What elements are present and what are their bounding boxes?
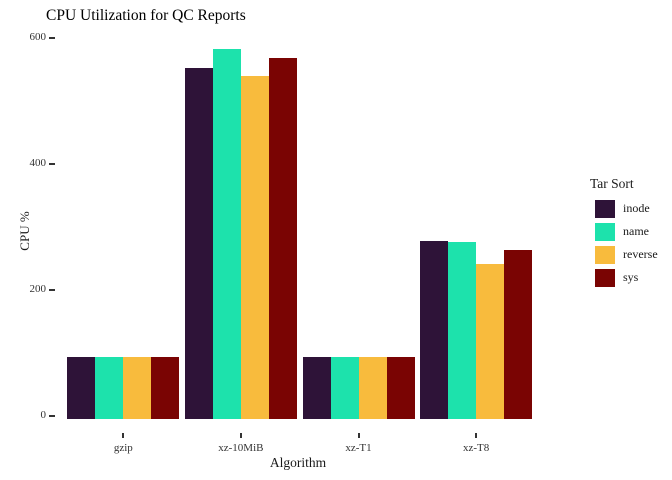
y-tick-label: 400 bbox=[29, 156, 47, 169]
y-tick-mark bbox=[49, 36, 55, 39]
y-tick-label: 200 bbox=[29, 282, 47, 295]
bar-xz-T8-sys bbox=[504, 250, 533, 419]
x-tick-mark bbox=[122, 433, 125, 438]
legend-label-inode: inode bbox=[623, 201, 650, 215]
bar-xz-T1-inode bbox=[302, 356, 331, 419]
legend-swatch-reverse bbox=[595, 246, 615, 264]
x-tick-mark bbox=[475, 433, 478, 438]
x-tick-label: xz-T1 bbox=[345, 442, 372, 454]
legend-title: Tar Sort bbox=[590, 176, 634, 191]
bar-xz-T1-name bbox=[330, 356, 359, 419]
bar-xz-T8-name bbox=[448, 241, 477, 419]
legend-label-reverse: reverse bbox=[623, 247, 658, 261]
bar-xz-T1-sys bbox=[386, 356, 415, 419]
bar-xz-T1-reverse bbox=[358, 356, 387, 419]
y-tick-mark bbox=[49, 288, 55, 291]
chart-title: CPU Utilization for QC Reports bbox=[46, 7, 246, 24]
y-tick-mark bbox=[49, 162, 55, 165]
x-tick-mark bbox=[357, 433, 360, 438]
bar-xz-T8-reverse bbox=[476, 264, 505, 419]
y-tick-mark bbox=[49, 414, 55, 417]
legend-swatch-inode bbox=[595, 200, 615, 218]
legend-label-sys: sys bbox=[623, 270, 639, 284]
bar-xz-10MiB-name bbox=[212, 48, 241, 419]
bar-xz-10MiB-sys bbox=[268, 58, 297, 419]
x-axis-title: Algorithm bbox=[269, 455, 327, 470]
y-tick-label: 600 bbox=[29, 30, 47, 43]
bar-gzip-reverse bbox=[123, 356, 152, 419]
bar-xz-10MiB-inode bbox=[184, 68, 213, 419]
bar-gzip-inode bbox=[67, 356, 96, 419]
y-tick-label: 0 bbox=[40, 408, 47, 421]
x-tick-label: xz-T8 bbox=[462, 442, 490, 454]
bar-gzip-sys bbox=[151, 356, 180, 419]
x-tick-label: gzip bbox=[113, 442, 133, 454]
x-tick-mark bbox=[239, 433, 242, 438]
x-tick-label: xz-10MiB bbox=[218, 442, 264, 454]
legend-swatch-name bbox=[595, 223, 615, 241]
bar-gzip-name bbox=[95, 356, 124, 419]
y-axis-title: CPU % bbox=[17, 211, 32, 251]
legend-label-name: name bbox=[623, 224, 649, 238]
legend-swatch-sys bbox=[595, 269, 615, 287]
bar-xz-10MiB-reverse bbox=[240, 75, 269, 419]
bar-xz-T8-inode bbox=[420, 240, 449, 419]
